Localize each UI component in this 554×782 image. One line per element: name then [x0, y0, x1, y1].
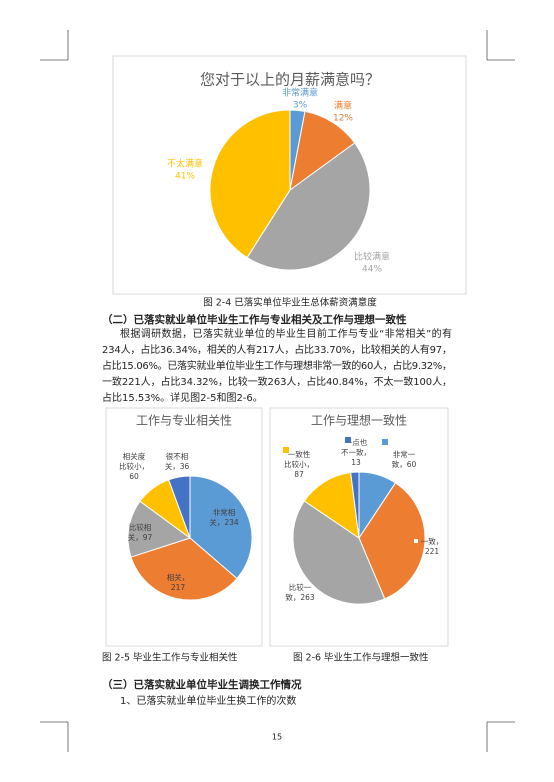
data-label: 比较一 — [289, 582, 312, 592]
caption: 图 2-5 毕业生工作与专业相关性 — [102, 652, 238, 664]
data-label: 关，97 — [128, 532, 153, 542]
chart-title: 工作与专业相关性 — [136, 413, 232, 428]
label-marker — [413, 538, 419, 544]
data-label: 60 — [129, 472, 139, 481]
pie-slice — [189, 475, 253, 580]
data-label: 一致性 — [288, 449, 311, 459]
data-label: 87 — [294, 470, 304, 479]
list-item: 1、已落实就业单位毕业生换工作的次数 — [120, 694, 296, 707]
paragraph-line: 一致221人，占比34.32%，比较一致263人，占比40.84%，不太一致10… — [102, 375, 452, 388]
data-label: 致，263 — [285, 592, 315, 602]
paragraph-line: 占比15.53%。详见图2-5和图2-6。 — [102, 391, 263, 404]
data-label: 12% — [333, 114, 353, 124]
data-label: 相关， — [167, 572, 190, 582]
pie-slice — [127, 500, 192, 558]
page-number: 15 — [272, 733, 282, 742]
data-label: 217 — [171, 583, 186, 592]
pie-slice — [130, 537, 238, 601]
pie-slice — [303, 471, 360, 540]
chart-title: 工作与理想一致性 — [311, 413, 407, 428]
paragraph-line: 234人，占比36.34%，相关的人有217人，占比33.70%，比较相关的人有… — [102, 343, 452, 356]
data-label: 很不相 — [166, 451, 189, 461]
label-marker — [283, 447, 289, 453]
data-label: 221 — [425, 547, 440, 556]
data-label: 比较满意 — [354, 251, 390, 263]
crop-marks — [40, 30, 515, 752]
section-heading: （二）已落实就业单位毕业生工作与专业相关及工作与理想一致性 — [102, 313, 407, 326]
data-label: 比较相 — [129, 522, 152, 532]
data-label: 不一致， — [341, 447, 371, 457]
data-label: 致，60 — [392, 459, 417, 469]
data-label: 非常相 — [213, 507, 236, 517]
paragraph-line: 根据调研数据，已落实就业单位的毕业生目前工作与专业“非常相关”的有 — [120, 327, 452, 340]
data-label: 比较小， — [119, 461, 149, 471]
chart-title: 您对于以上的月薪满意吗？ — [200, 71, 380, 89]
pie-slice — [350, 471, 360, 539]
pie-slice — [246, 142, 371, 271]
data-label: 一点也 — [345, 437, 368, 447]
data-label: 满意 — [334, 100, 352, 112]
data-label: 44% — [362, 265, 382, 275]
pie-slice — [358, 482, 426, 600]
data-label: 41% — [175, 172, 195, 182]
label-marker — [382, 439, 388, 445]
data-label: 13 — [351, 458, 361, 467]
data-label: 非常一 — [393, 449, 416, 459]
data-label: 一致， — [421, 536, 444, 546]
pie-slice — [289, 110, 356, 192]
pie-slice — [168, 475, 191, 539]
data-label: 3% — [293, 101, 308, 111]
data-label: 不太满意 — [167, 158, 203, 170]
paragraph-line: 占比15.06%。已落实就业单位毕业生工作与理想非常一致的60人，占比9.32%… — [102, 359, 452, 372]
data-label: 比较小， — [284, 459, 314, 469]
data-label: 关，36 — [165, 461, 190, 471]
pie-slice — [292, 500, 386, 605]
caption: 图 2-4 已落实单位毕业生总体薪资满意度 — [203, 297, 377, 309]
data-label: 关，234 — [209, 517, 239, 527]
label-marker — [345, 437, 351, 443]
caption: 图 2-6 毕业生工作与理想一致性 — [293, 652, 429, 664]
data-label: 非常满意 — [282, 87, 318, 99]
data-label: 相关度 — [123, 451, 146, 461]
pie-slice — [209, 109, 291, 259]
section-heading: （三）已落实就业单位毕业生调换工作情况 — [102, 678, 302, 691]
